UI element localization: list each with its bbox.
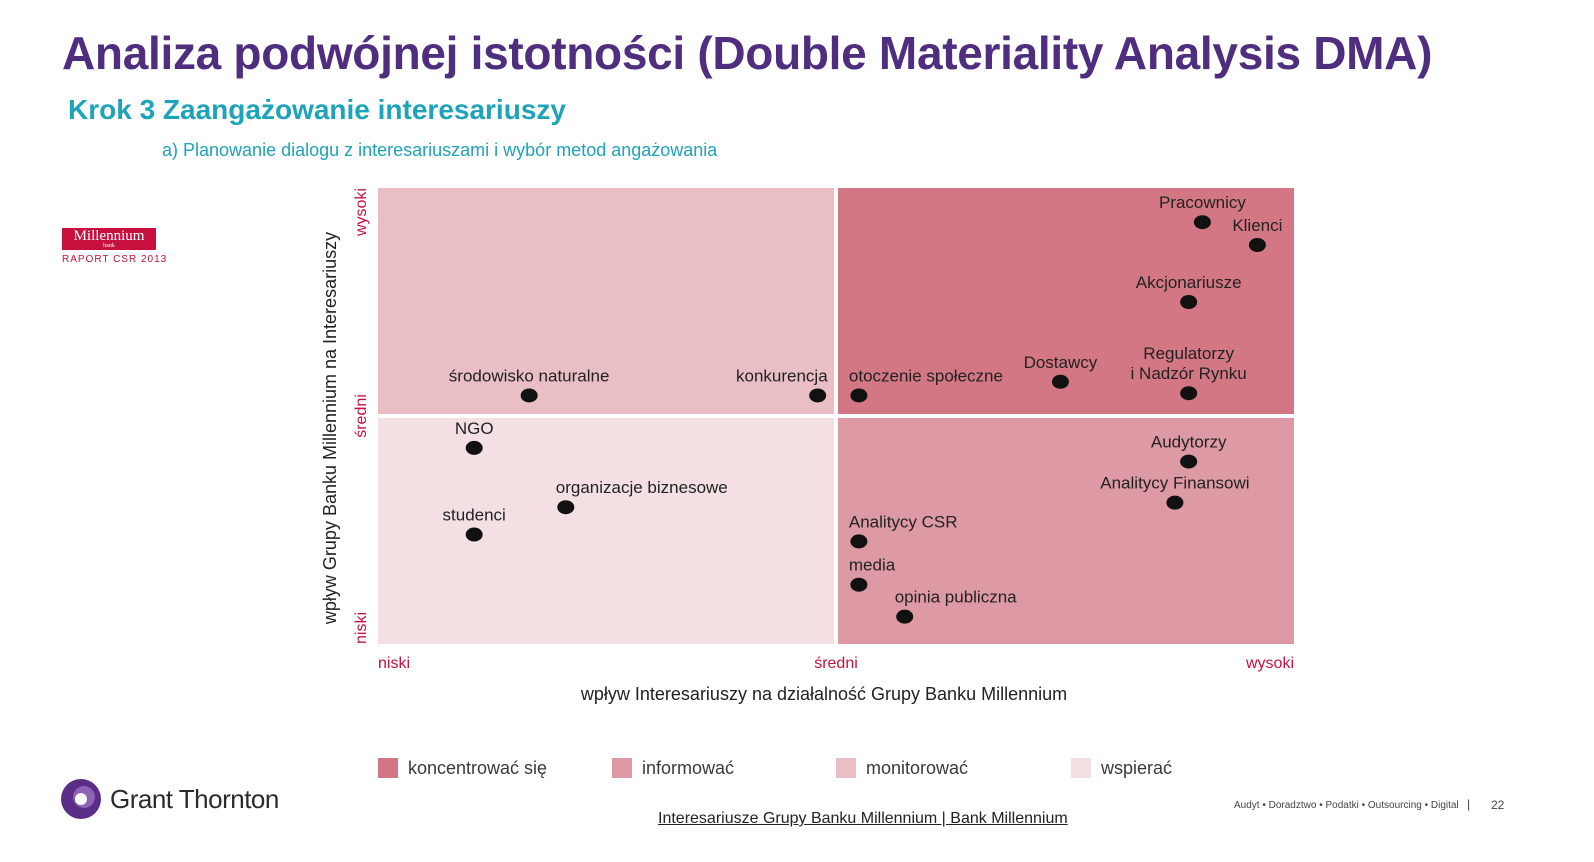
legend-item: wspierać	[1071, 756, 1172, 780]
data-point-label: otoczenie społeczne	[849, 366, 1003, 385]
source-link[interactable]: Interesariusze Grupy Banku Millennium | …	[658, 810, 1068, 827]
data-point-label-line: NGO	[455, 419, 494, 438]
data-point-label-line: Regulatorzy	[1143, 344, 1234, 363]
data-point-label-line: Pracownicy	[1159, 193, 1246, 212]
data-point-label-line: media	[849, 556, 896, 575]
grant-thornton-name: Grant Thornton	[110, 783, 279, 814]
data-point	[850, 388, 868, 403]
millennium-logo-bank: bank	[103, 243, 115, 249]
x-tick-label: średni	[814, 655, 858, 672]
page-number: 22	[1491, 798, 1505, 812]
millennium-logo-name: Millennium	[73, 228, 145, 244]
data-point-label-line: Akcjonariusze	[1136, 273, 1242, 292]
data-point	[809, 388, 827, 403]
data-point-label: Regulatorzy i Nadzór Rynku	[1131, 344, 1247, 383]
data-point-label-line: Klienci	[1232, 216, 1282, 235]
quadrant-0	[378, 188, 836, 416]
data-point-label-line: otoczenie społeczne	[849, 366, 1003, 385]
chart-legend: koncentrować się informować monitorować wsp…	[0, 756, 1594, 780]
data-point-label: media	[849, 556, 896, 575]
data-point-label-line: i Nadzór Rynku	[1131, 364, 1247, 383]
data-point-label: studenci	[443, 506, 506, 525]
y-tick-label: średni	[353, 394, 370, 438]
data-point	[896, 609, 914, 624]
data-point	[1180, 454, 1198, 469]
x-axis-label: wpływ Interesariuszy na działalność Grup…	[580, 684, 1067, 704]
legend-swatch	[1071, 758, 1091, 778]
data-point-label: Dostawcy	[1024, 353, 1098, 372]
data-point-label-line: środowisko naturalne	[449, 366, 610, 385]
data-point-label: środowisko naturalne	[449, 366, 610, 385]
data-point-label: organizacje biznesowe	[556, 478, 728, 497]
data-point	[465, 440, 483, 455]
y-axis-label: wpływ Grupy Banku Millennium na Interesa…	[320, 232, 340, 625]
legend-swatch	[378, 758, 398, 778]
legend-label: informować	[642, 757, 735, 778]
data-point-label-line: organizacje biznesowe	[556, 478, 728, 497]
legend-item: koncentrować się	[378, 756, 547, 780]
data-point	[465, 527, 483, 542]
data-point-label: Analitycy Finansowi	[1100, 474, 1249, 493]
legend-label: koncentrować się	[408, 757, 548, 778]
data-point-label-line: Analitycy CSR	[849, 512, 958, 531]
data-point	[1180, 295, 1198, 309]
data-point	[1051, 374, 1069, 389]
legend-item: informować	[612, 756, 734, 780]
millennium-report-label: RAPORT CSR 2013	[62, 254, 168, 265]
y-tick-label: niski	[353, 612, 370, 644]
data-point	[1248, 238, 1266, 252]
data-point	[850, 534, 868, 549]
quadrant-2	[378, 416, 836, 644]
legend-label: monitorować	[866, 757, 969, 778]
data-point	[1166, 495, 1184, 510]
millennium-logo: Millennium bank RAPORT CSR 2013	[62, 228, 168, 265]
legend-label: wspierać	[1101, 757, 1173, 778]
data-point-label-line: opinia publiczna	[895, 588, 1017, 607]
data-point-label: Analitycy CSR	[849, 512, 958, 531]
data-point-label-line: Dostawcy	[1024, 353, 1098, 372]
footer-separator: |	[1467, 797, 1471, 811]
quadrant-3	[836, 416, 1294, 644]
data-point-label: konkurencja	[736, 366, 828, 385]
data-point-label: opinia publiczna	[895, 588, 1017, 607]
data-point-label-line: konkurencja	[736, 366, 828, 385]
grant-thornton-mark-icon	[61, 779, 101, 819]
data-point-label-line: Analitycy Finansowi	[1100, 474, 1249, 493]
data-point-label: Audytorzy	[1151, 433, 1227, 452]
x-tick-label: wysoki	[1245, 655, 1294, 672]
legend-swatch	[836, 758, 856, 778]
data-point-label: Klienci	[1232, 216, 1282, 235]
data-point	[1180, 386, 1198, 401]
legend-item: monitorować	[836, 756, 968, 780]
legend-swatch	[612, 758, 632, 778]
millennium-logo-box: Millennium bank	[62, 228, 156, 250]
footer-tagline: Audyt • Doradztwo • Podatki • Outsourcin…	[1234, 800, 1459, 811]
data-point	[1193, 215, 1211, 230]
data-point	[520, 388, 538, 403]
data-point-label: Pracownicy	[1159, 193, 1246, 212]
x-tick-label: niski	[378, 655, 410, 672]
data-point-label: Akcjonariusze	[1136, 273, 1242, 292]
data-point	[557, 500, 575, 515]
data-point-label: NGO	[455, 419, 494, 438]
data-point-label-line: studenci	[443, 506, 506, 525]
grant-thornton-logo: Grant Thornton	[60, 778, 279, 820]
page-title: Analiza podwójnej istotności (Double Mat…	[62, 27, 1433, 79]
data-point-label-line: Audytorzy	[1151, 433, 1227, 452]
y-tick-label: wysoki	[353, 188, 370, 237]
page-subtitle: Krok 3 Zaangażowanie interesariuszy	[68, 94, 566, 125]
data-point	[850, 577, 868, 592]
section-heading: a) Planowanie dialogu z interesariuszami…	[162, 140, 718, 160]
